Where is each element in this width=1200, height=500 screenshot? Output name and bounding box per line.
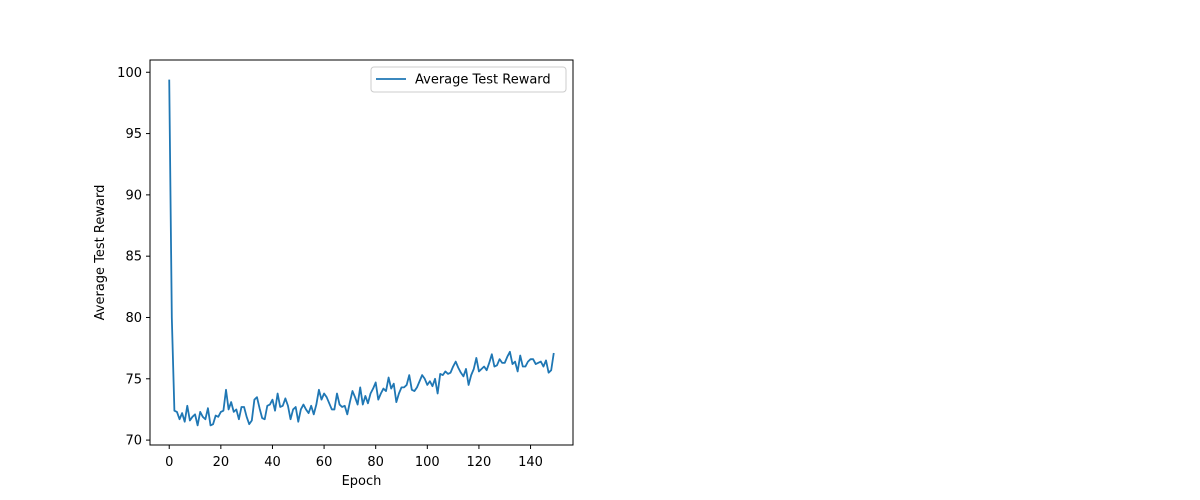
x-tick-label: 100: [415, 455, 440, 470]
plot-frame: [149, 59, 574, 446]
y-tick-label: 80: [125, 311, 142, 326]
plot-area: [168, 79, 555, 427]
legend: Average Test Reward: [370, 66, 567, 93]
x-tick-label: 60: [316, 455, 333, 470]
x-tick-label: 20: [213, 455, 230, 470]
x-axis-label: Epoch: [342, 474, 382, 489]
y-tick-label: 90: [125, 188, 142, 203]
legend-label: Average Test Reward: [415, 73, 551, 88]
x-tick-label: 140: [518, 455, 543, 470]
y-tick-label: 70: [125, 434, 142, 449]
y-axis-label: Average Test Reward: [93, 185, 108, 321]
y-tick-label: 100: [117, 66, 142, 81]
y-tick-label: 85: [125, 250, 142, 265]
y-tick-label: 75: [125, 372, 142, 387]
series-line-average-test-reward: [168, 79, 555, 427]
y-tick-label: 95: [125, 127, 142, 142]
x-tick-label: 40: [264, 455, 281, 470]
x-axis-ticks: 0 20 40 60 80 100 120 140: [165, 445, 543, 470]
x-tick-label: 80: [367, 455, 384, 470]
y-axis-ticks: 70 75 80 85 90 95 100: [117, 66, 150, 449]
x-tick-label: 0: [165, 455, 173, 470]
legend-box: [370, 66, 567, 93]
x-tick-label: 120: [467, 455, 492, 470]
